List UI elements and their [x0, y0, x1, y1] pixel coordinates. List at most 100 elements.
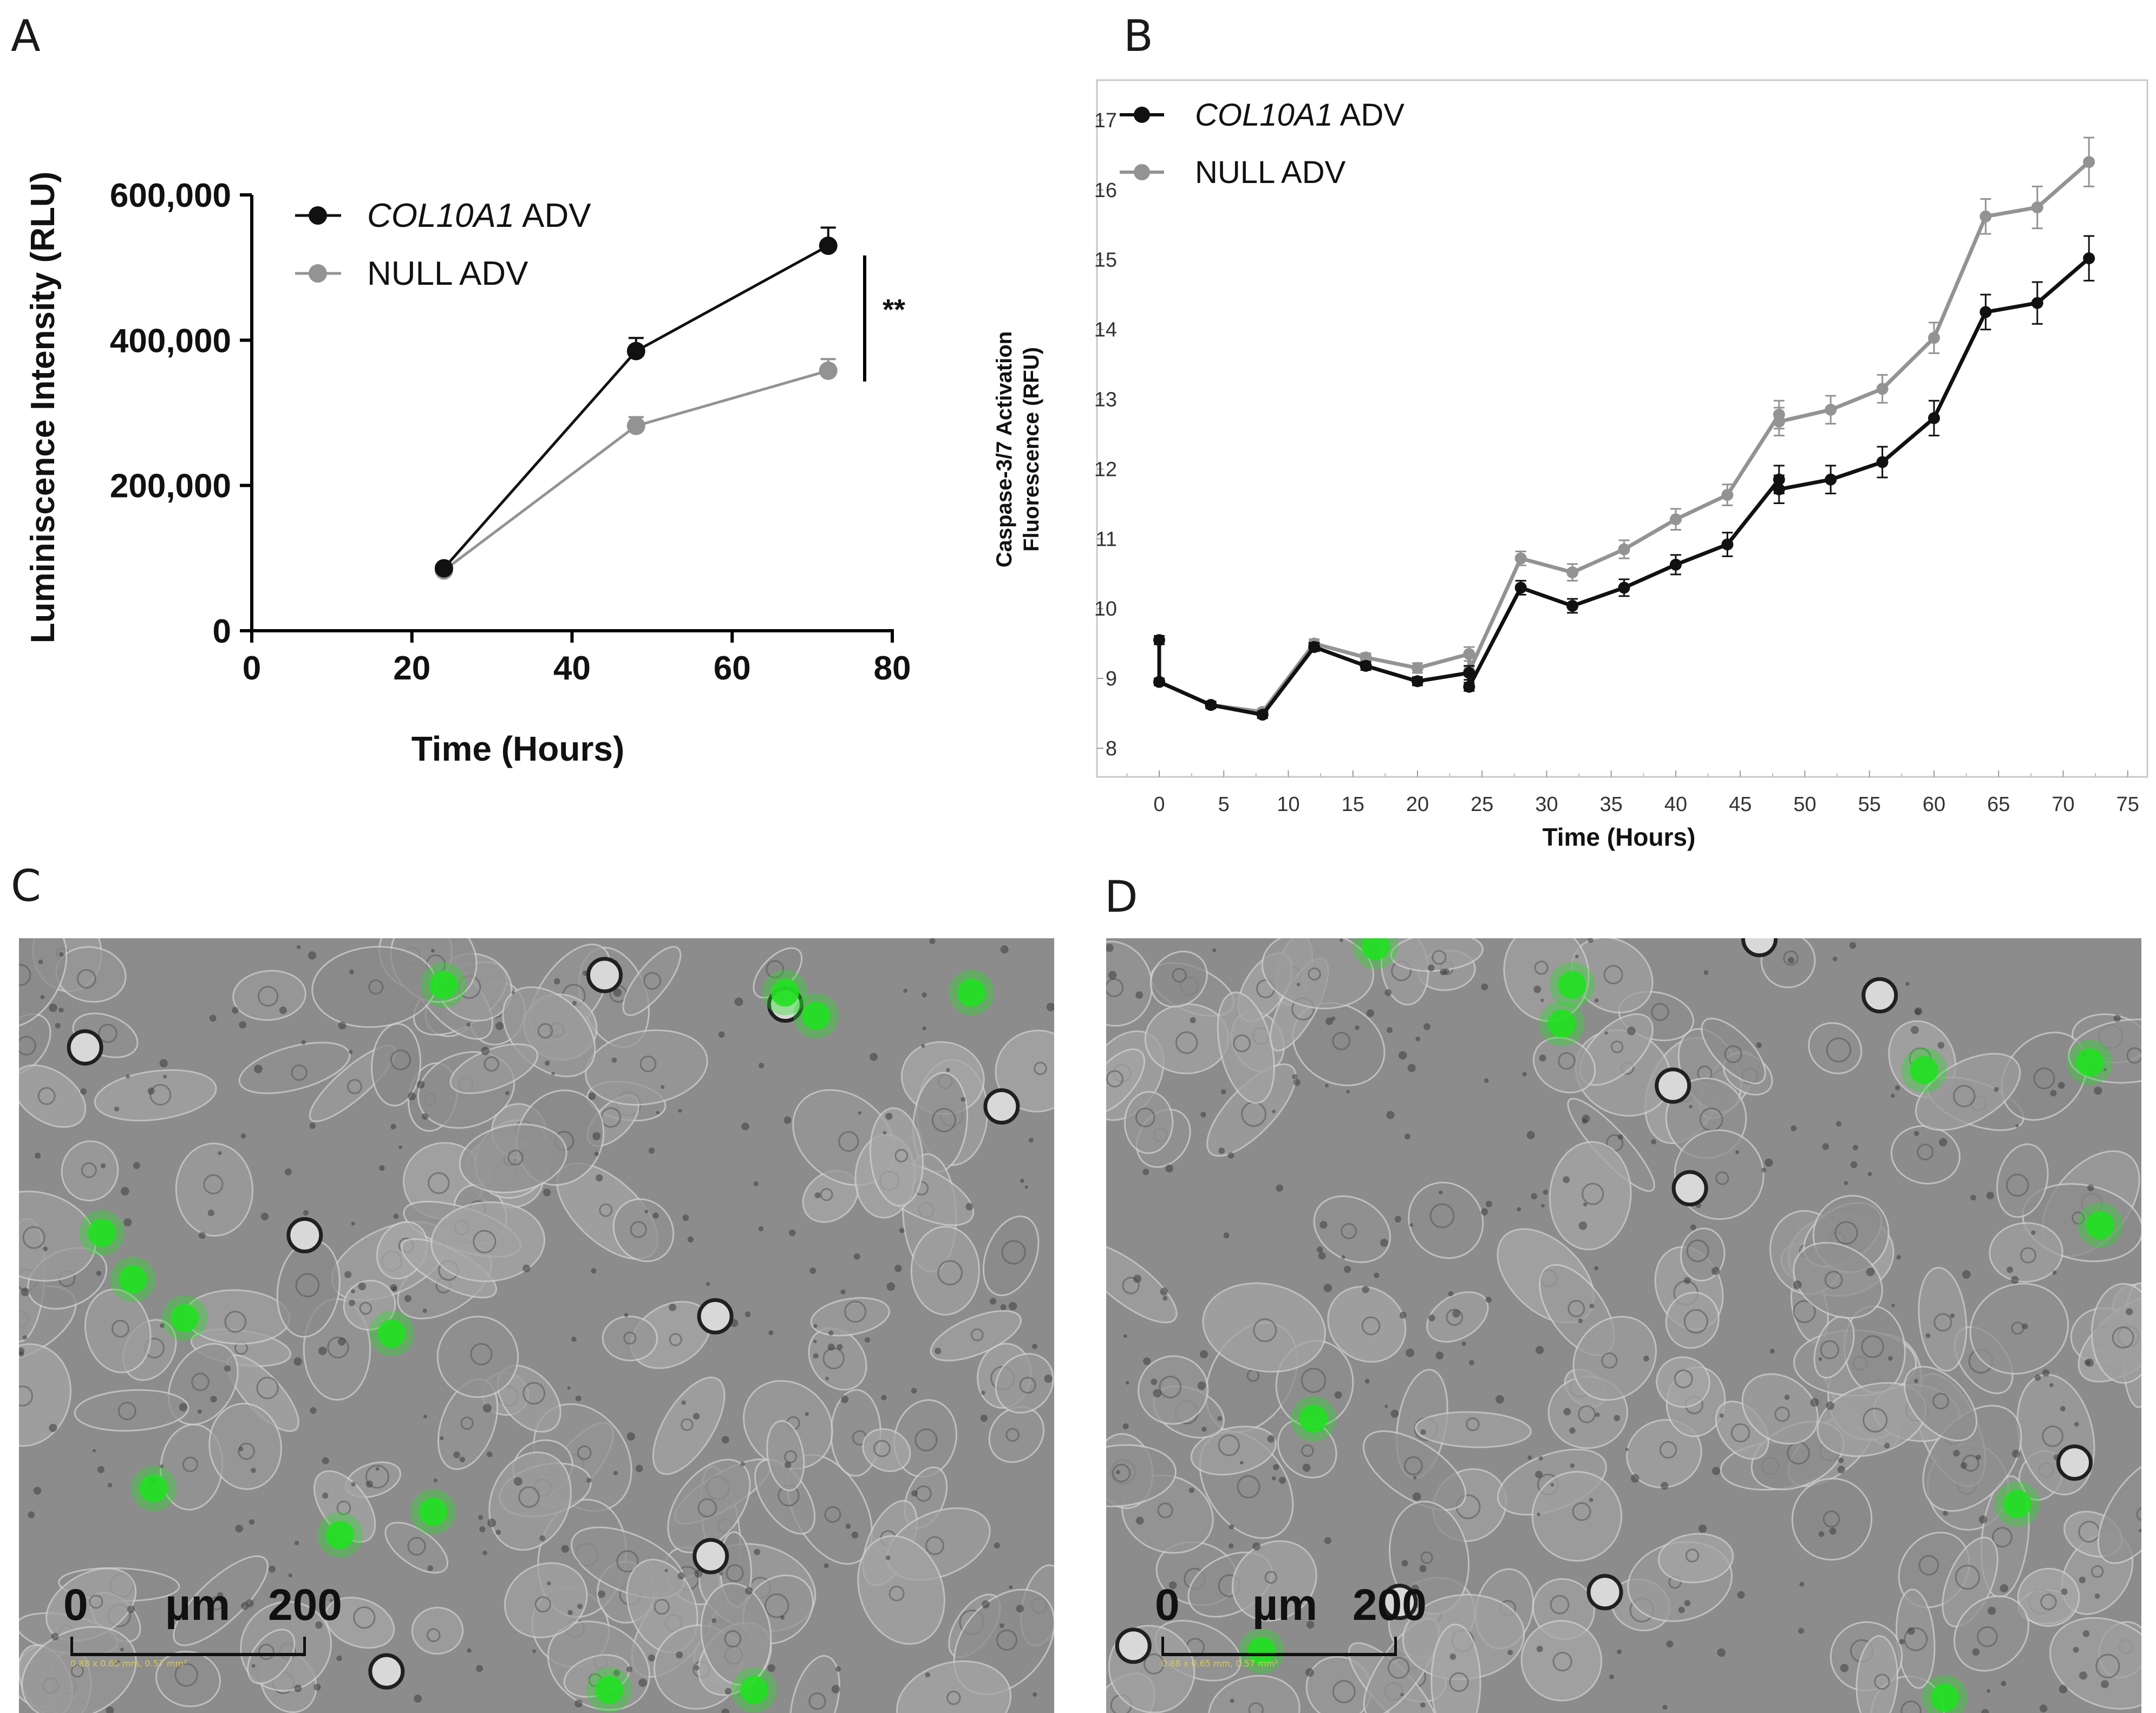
legend-label: NULL ADV: [367, 255, 528, 292]
cell: [1362, 1430, 1467, 1511]
vesicle: [744, 1311, 751, 1318]
vesicle: [1570, 1463, 1575, 1468]
apoptotic-cell: [957, 978, 986, 1007]
cell: [232, 970, 306, 1021]
vesicle: [505, 1091, 509, 1095]
vesicle: [1761, 1167, 1766, 1173]
vesicle: [840, 1289, 846, 1294]
cell: [1793, 1241, 1883, 1319]
vesicle: [1481, 983, 1488, 991]
cell: [19, 1191, 97, 1282]
vesicle: [1324, 1537, 1331, 1545]
cell-nucleus: [258, 986, 279, 1007]
vesicle: [430, 949, 435, 953]
vesicle: [478, 1515, 484, 1520]
vesicle: [1832, 956, 1838, 962]
cell-nucleus: [1233, 1034, 1251, 1052]
vesicle: [648, 1147, 655, 1154]
vesicle: [408, 1092, 416, 1101]
cell: [1430, 1623, 1481, 1713]
vesicle: [721, 1708, 730, 1713]
cell-nucleus: [1824, 1271, 1843, 1289]
vesicle: [28, 1511, 35, 1519]
data-point: [1463, 648, 1475, 660]
cell-nucleus: [1001, 1240, 1026, 1265]
vesicle: [2061, 1588, 2068, 1596]
cell-nucleus: [1918, 1555, 1939, 1575]
vesicle: [682, 1214, 689, 1221]
vesicle: [1046, 1002, 1054, 1011]
vesicle: [1123, 1334, 1127, 1338]
vesicle: [2059, 1685, 2068, 1694]
vesicle: [35, 1153, 41, 1159]
vesicle: [2087, 1184, 2094, 1192]
vesicle: [1569, 1427, 1576, 1434]
vesicle: [1661, 1482, 1669, 1490]
cell-nucleus: [577, 1445, 592, 1460]
cell-nucleus: [117, 1402, 136, 1421]
cell: [488, 1451, 572, 1551]
vesicle: [965, 1202, 974, 1211]
vesicle: [1153, 1389, 1162, 1398]
vesicle: [2073, 1646, 2079, 1653]
cell: [995, 1029, 1054, 1113]
vesicle: [1355, 1025, 1360, 1030]
cell: [19, 1343, 71, 1447]
vesicle: [210, 1396, 217, 1403]
cell-nucleus: [81, 1162, 97, 1179]
x-axis-title: Time (Hours): [1543, 823, 1696, 851]
cell-nucleus: [1172, 967, 1187, 983]
cell-nucleus: [2072, 1211, 2085, 1225]
cell: [1572, 1316, 1657, 1401]
cell-nucleus: [1122, 1277, 1140, 1294]
x-tick-label: 80: [874, 650, 911, 687]
vesicle: [1787, 957, 1794, 964]
vesicle: [42, 1246, 48, 1252]
cell-nucleus: [1955, 1565, 1981, 1590]
y-tick-label: 17: [1094, 109, 1117, 132]
vesicle: [648, 1654, 655, 1662]
cell: [19, 1013, 51, 1076]
vesicle: [1033, 1692, 1037, 1697]
apoptotic-cell: [1247, 1637, 1276, 1665]
cell-nucleus: [182, 1456, 198, 1473]
cell: [324, 1597, 395, 1649]
vesicle: [1485, 1297, 1492, 1303]
vesicle: [197, 1409, 202, 1414]
vesicle: [1409, 1223, 1414, 1227]
cell: [810, 1297, 890, 1337]
cell-nucleus: [522, 1382, 546, 1405]
vesicle: [554, 978, 560, 985]
vesicle: [718, 1572, 723, 1575]
cell-nucleus: [1686, 1239, 1709, 1263]
x-tick-label: 20: [1406, 793, 1429, 816]
vesicle: [315, 1621, 323, 1629]
cell-nucleus: [149, 1084, 172, 1106]
round-cell: [1586, 1574, 1623, 1611]
cell: [1626, 1419, 1702, 1488]
vesicle: [440, 1436, 444, 1441]
cell: [173, 1555, 269, 1646]
vesicle: [1866, 1267, 1875, 1277]
vesicle: [358, 1282, 367, 1291]
vesicle: [1271, 1476, 1276, 1481]
vesicle: [1212, 948, 1217, 952]
vesicle: [575, 1395, 582, 1402]
cell: [459, 1123, 567, 1194]
cell-nucleus: [1550, 1594, 1570, 1614]
cell-nucleus: [327, 1336, 349, 1358]
vesicle: [427, 1565, 434, 1572]
vesicle: [126, 1074, 130, 1078]
vesicle: [1711, 1467, 1721, 1475]
cell-nucleus: [1387, 1657, 1410, 1679]
data-point: [1721, 538, 1734, 551]
data-point: [819, 361, 838, 380]
cell-nucleus: [2091, 1565, 2104, 1578]
cell: [1106, 1444, 1177, 1507]
cell: [21, 1626, 137, 1713]
vesicle: [209, 1015, 217, 1022]
vesicle: [783, 1116, 792, 1124]
cell-nucleus: [427, 1172, 450, 1194]
cell-nucleus: [946, 1690, 961, 1705]
cell: [1915, 1052, 2021, 1131]
